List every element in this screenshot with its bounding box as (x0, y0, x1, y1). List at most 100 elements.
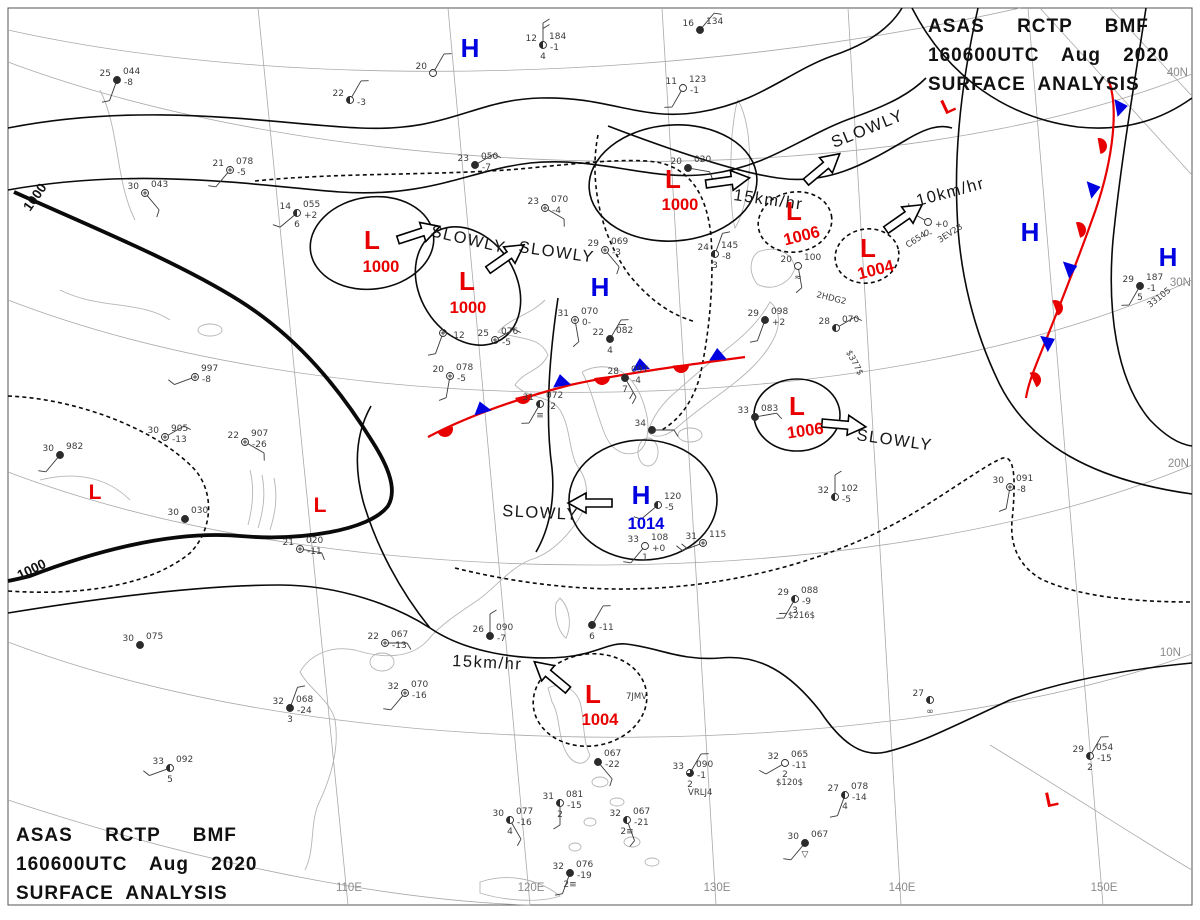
wind-barb-feather (776, 412, 783, 420)
station-extra: 6 (294, 220, 300, 230)
station-plot: 30 030 (168, 506, 208, 523)
station-pressure: 081 (566, 790, 583, 800)
station-plot: 14 055+2 6 (272, 200, 320, 230)
hainan-coast (369, 652, 395, 672)
cloud-cover-half-icon (536, 400, 540, 408)
station-plot: 27∞ (913, 689, 934, 717)
station-plot: 33 108+0 1 (623, 533, 668, 564)
station-plot: 26 090-7 (473, 609, 513, 644)
station-tendency: -1 (697, 771, 706, 781)
title-block-bottom-left: ASAS RCTP BMF 160600UTC Aug 2020 SURFACE… (16, 825, 257, 904)
station-tendency: 0- (582, 318, 591, 328)
wind-barb-shaft (149, 768, 167, 776)
cloud-cover-obscured-icon (602, 247, 608, 253)
station-plot: 21 078-5 (208, 157, 253, 188)
cloud-cover-icon (601, 246, 609, 254)
station-plot: 22 907-26 (228, 429, 268, 461)
latitude-line (989, 744, 1193, 871)
wind-barb-feather (829, 815, 838, 818)
station-pressure: 098 (771, 307, 788, 317)
cloud-cover-obscured-icon (492, 337, 498, 343)
movement-annotation: 15km/hr (452, 652, 523, 674)
wind-barb-icon (303, 549, 325, 561)
fronts-layer (427, 77, 1128, 438)
low-pressure-center-label: L (89, 481, 102, 504)
wind-barb-feather (759, 769, 767, 775)
wind-barb-feather (1100, 736, 1109, 738)
station-tendency: -5 (237, 168, 246, 178)
low-pressure-center-label: L (789, 391, 805, 421)
cloud-cover-obscured-icon (382, 640, 388, 646)
cold-front-triangle-icon (1062, 261, 1078, 279)
station-extra: ∞ (926, 707, 934, 717)
wind-barb-feather (834, 470, 842, 476)
station-plot: 120-5 (633, 492, 681, 520)
closed-isobar (568, 439, 718, 561)
wind-barb-shaft (547, 209, 565, 220)
station-pressure: 050 (481, 152, 498, 162)
station-plot: 11 123-1 (664, 75, 706, 108)
wind-barb-shaft (671, 90, 682, 108)
station-temperature: 31 (558, 309, 569, 319)
wind-barb-icon (593, 605, 611, 623)
wind-barb-feather (676, 545, 683, 551)
ship-callsign-label: $120$ (776, 778, 803, 788)
wind-barb-shaft (290, 687, 298, 705)
wind-barb-shaft (1128, 288, 1139, 306)
isobar (955, 7, 1193, 495)
warm-front-semicircle-icon (673, 364, 689, 373)
wind-barb-feather (553, 824, 561, 830)
station-pressure: 065 (791, 750, 808, 760)
isobar (911, 7, 1193, 129)
station-plot: 20 100≈ (781, 253, 821, 294)
isobar-dashed (594, 134, 697, 323)
wind-barb-icon (623, 548, 644, 564)
station-temperature: 30 (788, 832, 800, 842)
isobar-dashed (454, 457, 1193, 603)
cloud-cover-obscured-icon (192, 374, 198, 380)
station-tendency: -4 (552, 206, 561, 216)
station-temperature: 14 (280, 202, 292, 212)
station-temperature: 25 (478, 329, 489, 339)
high-pressure-center-label: H (591, 272, 610, 302)
station-pressure: 054 (1096, 743, 1113, 753)
closed-isobar (532, 652, 648, 748)
wind-barb-icon (676, 543, 700, 551)
station-temperature: 29 (778, 588, 790, 598)
graticule (7, 7, 1193, 906)
station-pressure: 055 (303, 200, 320, 210)
movement-arrow-icon (820, 413, 868, 437)
cloud-cover-half-icon (791, 595, 795, 603)
station-plot: 997-8 (168, 364, 218, 385)
latitude-line (7, 799, 531, 906)
station-plot: 28 070 (819, 315, 862, 332)
wind-barb-icon (146, 195, 160, 218)
low-pressure-center-label: L (1043, 787, 1060, 812)
wind-barb-feather (722, 231, 731, 234)
stationary-front-line (1024, 77, 1115, 399)
wind-barb-feather (854, 316, 862, 322)
cloud-cover-icon (446, 372, 454, 380)
wind-barb-shaft (798, 269, 803, 288)
wind-barb-shaft (303, 549, 322, 554)
wind-barb-icon (655, 429, 679, 437)
isobar-dashed (254, 159, 713, 432)
wind-barb-feather (609, 778, 613, 787)
station-plot: 30 043 (128, 180, 168, 218)
wind-barb-icon (434, 53, 452, 71)
wind-barb-icon (611, 319, 629, 337)
station-extra: 3 (712, 261, 718, 271)
station-temperature: 32 (553, 862, 564, 872)
wind-barb-shaft (630, 548, 644, 564)
wind-barb-shaft (351, 80, 362, 98)
station-pressure: 145 (721, 241, 738, 251)
latitude-line (7, 279, 1193, 393)
meridian-150e (1027, 7, 1104, 906)
wind-barb-shaft (611, 319, 622, 337)
ship-callsign-label: 7JMV (626, 692, 647, 702)
wind-barb-feather (623, 561, 631, 564)
warm-front-semicircle-icon (594, 376, 610, 385)
